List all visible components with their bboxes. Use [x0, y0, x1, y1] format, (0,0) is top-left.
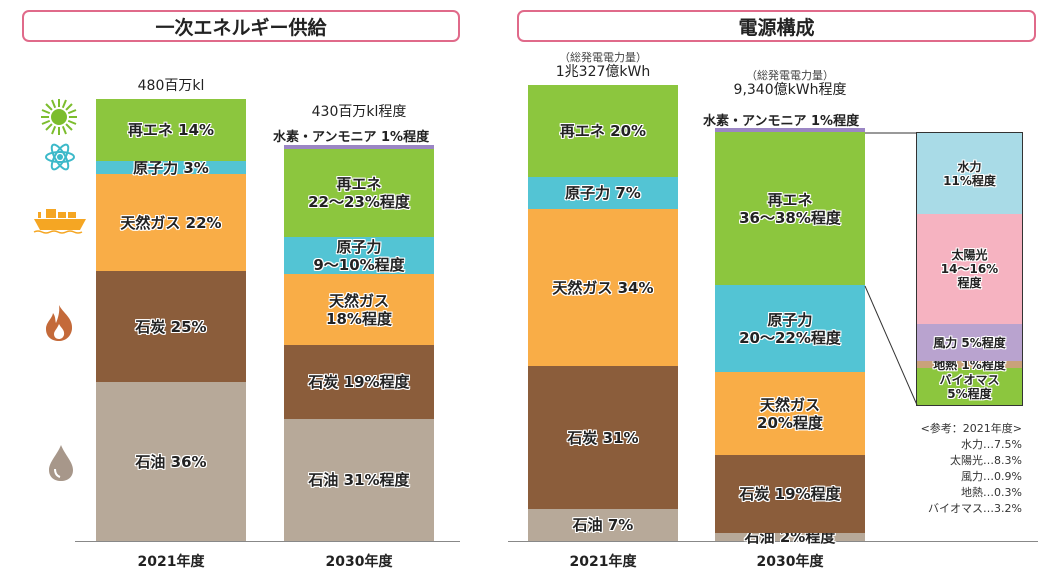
bar-segment: 再エネ 36〜38%程度: [715, 132, 865, 285]
segment-label: 再エネ 22〜23%程度: [308, 175, 410, 211]
segment-label: 石油 7%: [572, 516, 634, 534]
segment-label: 水力 11%程度: [943, 159, 996, 188]
reference-heading: <参考：2021年度>: [920, 422, 1022, 435]
bar-segment: 石油 7%: [528, 509, 678, 541]
ship-icon: [32, 206, 88, 238]
bar-segment: 水力 11%程度: [917, 133, 1022, 214]
bar-segment: 天然ガス 20%程度: [715, 372, 865, 455]
segment-label: 風力 5%程度: [933, 335, 1006, 350]
left-total-2030: 430百万kl程度: [284, 104, 434, 121]
bar-segment: 再エネ 20%: [528, 85, 678, 177]
bar-segment: 天然ガス 18%程度: [284, 274, 434, 345]
bar-segment: バイオマス 5%程度: [917, 368, 1022, 405]
segment-label: 石油 36%: [135, 452, 207, 471]
right-hydrogen-label: 水素・アンモニア 1%程度: [703, 114, 860, 129]
segment-label: 地熱 1%程度: [933, 357, 1006, 372]
segment-label: 再エネ 14%: [127, 121, 215, 139]
bar-segment: [284, 145, 434, 149]
segment-label: 石炭 31%: [567, 428, 639, 447]
reference-item: 風力…0.9%: [961, 470, 1022, 483]
left-bar-2030: 石油 31%程度 石炭 19%程度 天然ガス 18%程度 原子力 9〜10%程度 再エネ…: [284, 145, 434, 541]
reference-item: 地熱…0.3%: [961, 486, 1022, 499]
bar-segment: 石炭 25%: [96, 271, 246, 382]
segment-label: 原子力 7%: [565, 184, 641, 202]
breakdown-connector: [864, 132, 918, 406]
bar-segment: 石油 2%程度: [715, 528, 865, 546]
bar-segment: 石炭 31%: [528, 366, 678, 509]
left-xlabel-2030: 2030年度: [325, 554, 393, 570]
segment-label: 天然ガス 20%程度: [757, 395, 823, 432]
bar-segment: 風力 5%程度: [917, 324, 1022, 361]
right-panel-title: 電源構成: [517, 10, 1036, 42]
right-bar-2030: 石油 2%程度 石炭 19%程度 天然ガス 20%程度 原子力 20〜22%程度 再エネ…: [715, 128, 865, 546]
bar-segment: 石炭 19%程度: [284, 345, 434, 419]
segment-label: 再エネ 36〜38%程度: [739, 190, 841, 227]
segment-label: 原子力 9〜10%程度: [313, 237, 405, 274]
bar-segment: 天然ガス 34%: [528, 209, 678, 366]
segment-label: 天然ガス 18%程度: [326, 291, 392, 328]
bar-segment: 再エネ 14%: [96, 99, 246, 161]
right-total-2030-note: （総発電電力量）: [746, 69, 834, 82]
segment-label: 原子力 3%: [133, 158, 209, 177]
bar-segment: 石油 36%: [96, 382, 246, 541]
right-bar-2021: 石油 7% 石炭 31% 天然ガス 34% 原子力 7% 再エネ 20%: [528, 84, 678, 541]
left-hydrogen-label: 水素・アンモニア 1%程度: [273, 130, 430, 145]
left-total-2021-value: 480百万kl: [137, 78, 205, 94]
reference-item: 水力…7.5%: [961, 438, 1022, 451]
bar-segment: 再エネ 22〜23%程度: [284, 149, 434, 237]
segment-label: 石炭 19%程度: [739, 485, 841, 503]
right-total-2021-note: （総発電電力量）: [559, 51, 647, 64]
segment-label: 原子力 20〜22%程度: [739, 310, 841, 347]
sun-icon: [40, 98, 78, 140]
reference-note: <参考：2021年度> 水力…7.5% 太陽光…8.3% 風力…0.9% 地熱……: [880, 421, 1022, 517]
right-total-2021-value: 1兆327億kWh: [555, 64, 651, 80]
left-xlabel-2021: 2021年度: [137, 554, 205, 570]
right-baseline: [508, 541, 1038, 542]
bar-segment: 石炭 19%程度: [715, 455, 865, 533]
segment-label: 太陽光 14〜16% 程度: [940, 248, 999, 290]
segment-label: 石炭 19%程度: [308, 373, 410, 391]
bar-segment: 原子力 9〜10%程度: [284, 237, 434, 274]
segment-label: 天然ガス 22%: [120, 213, 222, 232]
bar-segment: 原子力 20〜22%程度: [715, 285, 865, 372]
renewables-breakdown-bar: バイオマス 5%程度 地熱 1%程度 風力 5%程度 太陽光 14〜16% 程度 水力 …: [916, 132, 1023, 406]
segment-label: 石油 31%程度: [308, 471, 410, 489]
oil-drop-icon: [48, 444, 74, 486]
right-total-2021: （総発電電力量） 1兆327億kWh: [528, 51, 678, 81]
reference-item: 太陽光…8.3%: [950, 454, 1022, 467]
left-panel-title: 一次エネルギー供給: [22, 10, 460, 42]
left-total-2030-value: 430百万kl程度: [311, 104, 407, 120]
bar-segment: [715, 128, 865, 132]
bar-segment: 原子力 3%: [96, 158, 246, 177]
reference-item: バイオマス…3.2%: [928, 502, 1022, 515]
segment-label: 石炭 25%: [135, 317, 207, 336]
bar-segment: 石油 31%程度: [284, 419, 434, 541]
bar-segment: 地熱 1%程度: [917, 358, 1022, 372]
right-xlabel-2021: 2021年度: [569, 554, 637, 570]
left-total-2021: 480百万kl: [96, 78, 246, 95]
segment-label: 再エネ 20%: [559, 122, 647, 140]
atom-icon: [44, 140, 76, 178]
right-total-2030: （総発電電力量） 9,340億kWh程度: [715, 69, 865, 99]
left-baseline: [75, 541, 460, 542]
flame-icon: [43, 304, 75, 346]
bar-segment: 原子力 7%: [528, 177, 678, 209]
segment-label: バイオマス 5%程度: [939, 372, 1000, 401]
right-total-2030-value: 9,340億kWh程度: [733, 82, 847, 98]
right-xlabel-2030: 2030年度: [756, 554, 824, 570]
segment-label: 天然ガス 34%: [552, 278, 654, 297]
left-bar-2021: 石油 36% 石炭 25% 天然ガス 22% 原子力 3% 再エネ 14%: [96, 99, 246, 541]
bar-segment: 太陽光 14〜16% 程度: [917, 214, 1022, 324]
bar-segment: 天然ガス 22%: [96, 174, 246, 271]
